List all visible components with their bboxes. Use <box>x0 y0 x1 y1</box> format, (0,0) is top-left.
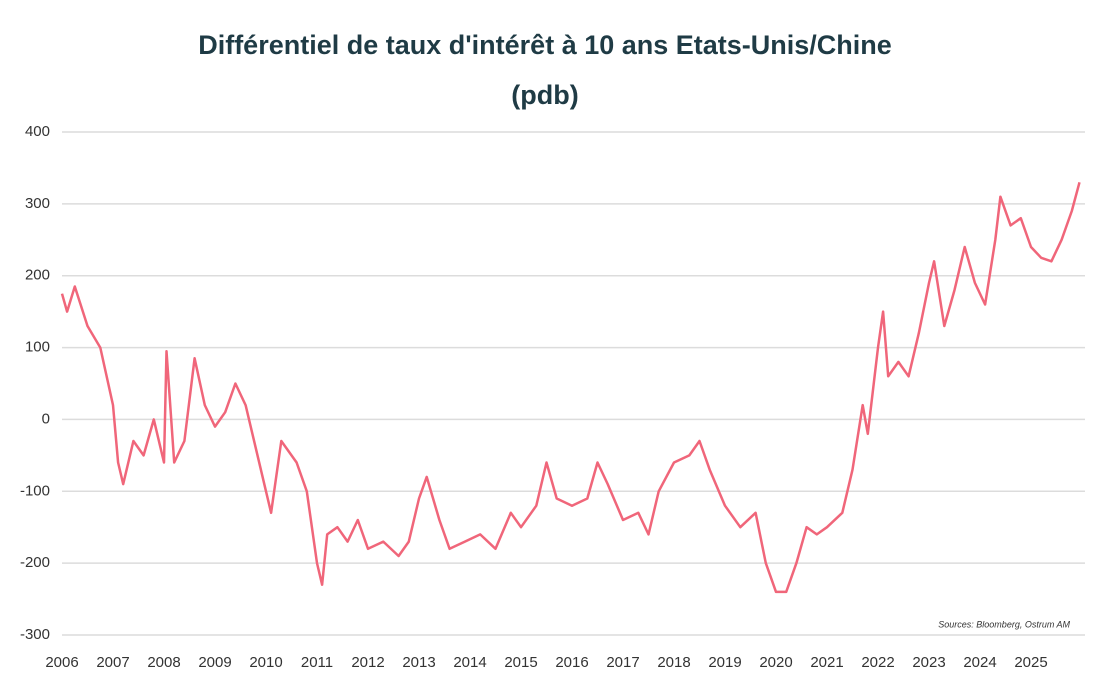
y-tick-label: 100 <box>25 339 50 356</box>
x-tick-label: 2017 <box>606 654 639 671</box>
x-tick-label: 2025 <box>1014 654 1047 671</box>
y-tick-label: -100 <box>20 482 50 499</box>
chart-subtitle: (pdb) <box>511 80 578 110</box>
x-tick-label: 2024 <box>963 654 996 671</box>
x-tick-label: 2023 <box>912 654 945 671</box>
x-tick-label: 2012 <box>351 654 384 671</box>
y-tick-label: 200 <box>25 267 50 284</box>
x-tick-label: 2011 <box>301 654 333 671</box>
y-tick-label: 300 <box>25 195 50 212</box>
x-tick-label: 2020 <box>759 654 792 671</box>
x-tick-label: 2010 <box>249 654 282 671</box>
x-tick-label: 2016 <box>555 654 588 671</box>
x-tick-label: 2014 <box>453 654 486 671</box>
y-tick-label: 0 <box>42 410 50 427</box>
x-tick-label: 2021 <box>810 654 843 671</box>
x-tick-label: 2019 <box>708 654 741 671</box>
y-tick-label: -300 <box>20 626 50 643</box>
x-tick-label: 2018 <box>657 654 690 671</box>
x-tick-label: 2007 <box>96 654 129 671</box>
x-tick-label: 2015 <box>504 654 537 671</box>
y-tick-label: -200 <box>20 554 50 571</box>
x-tick-label: 2006 <box>45 654 78 671</box>
x-tick-label: 2008 <box>147 654 180 671</box>
y-tick-label: 400 <box>25 123 50 140</box>
data-line <box>60 181 1081 594</box>
x-tick-label: 2013 <box>402 654 435 671</box>
source-note: Sources: Bloomberg, Ostrum AM <box>938 619 1070 629</box>
x-tick-label: 2022 <box>861 654 894 671</box>
x-tick-label: 2009 <box>198 654 231 671</box>
chart-title: Différentiel de taux d'intérêt à 10 ans … <box>198 30 892 60</box>
